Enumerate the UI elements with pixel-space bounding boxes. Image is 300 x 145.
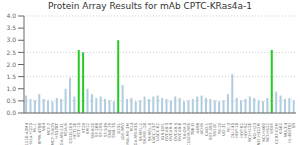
svg-text:HL-60(TB): HL-60(TB) bbox=[286, 123, 292, 143]
svg-text:NCI-H460: NCI-H460 bbox=[260, 123, 266, 143]
svg-text:4.0: 4.0 bbox=[8, 12, 16, 19]
svg-text:UACC-62: UACC-62 bbox=[155, 123, 161, 141]
svg-text:HT29: HT29 bbox=[80, 123, 86, 134]
svg-text:LOX-IMVI: LOX-IMVI bbox=[120, 123, 126, 141]
svg-text:CCRF-CEM: CCRF-CEM bbox=[273, 123, 279, 144]
svg-text:COLO-205: COLO-205 bbox=[67, 123, 73, 144]
svg-text:NCI-H23: NCI-H23 bbox=[251, 123, 257, 140]
svg-text:SK-MEL-5: SK-MEL-5 bbox=[146, 123, 152, 142]
svg-text:K-562: K-562 bbox=[278, 123, 284, 135]
svg-text:SF-268: SF-268 bbox=[93, 123, 99, 137]
svg-text:2.5: 2.5 bbox=[8, 49, 16, 56]
svg-text:IGR-OV1: IGR-OV1 bbox=[159, 123, 165, 140]
svg-text:U251: U251 bbox=[115, 123, 121, 134]
svg-text:SF-539: SF-539 bbox=[102, 123, 108, 137]
svg-text:CAKI-1: CAKI-1 bbox=[203, 123, 209, 137]
svg-text:MALME-3M: MALME-3M bbox=[124, 123, 130, 145]
svg-text:OVCAR-4: OVCAR-4 bbox=[168, 123, 174, 141]
svg-text:HS578T: HS578T bbox=[54, 123, 60, 139]
svg-text:3.5: 3.5 bbox=[8, 24, 16, 31]
svg-text:3.0: 3.0 bbox=[8, 36, 16, 43]
svg-text:NCI-H226: NCI-H226 bbox=[247, 123, 253, 143]
svg-text:KM12: KM12 bbox=[85, 123, 91, 135]
svg-text:1.0: 1.0 bbox=[8, 85, 16, 92]
svg-text:OVCAR-5: OVCAR-5 bbox=[172, 123, 178, 141]
svg-text:SK-MEL-2: SK-MEL-2 bbox=[137, 123, 143, 142]
svg-text:MOLT-4: MOLT-4 bbox=[282, 123, 288, 138]
svg-text:SN12C: SN12C bbox=[212, 123, 218, 137]
svg-text:ML-1: ML-1 bbox=[32, 123, 38, 133]
svg-text:786-O: 786-O bbox=[190, 123, 196, 136]
svg-text:EKVX: EKVX bbox=[269, 123, 275, 134]
svg-text:SK-OV-3: SK-OV-3 bbox=[181, 123, 187, 139]
html-text:Protein Array Results for mAb: Protein Array Results for mAb CPTC-KRas4… bbox=[47, 1, 253, 11]
svg-text:SW-620: SW-620 bbox=[89, 123, 95, 139]
svg-text:OVCAR-3: OVCAR-3 bbox=[164, 123, 170, 141]
svg-text:SF-295: SF-295 bbox=[98, 123, 104, 137]
svg-text:NB4: NB4 bbox=[41, 123, 47, 132]
svg-text:TK-10: TK-10 bbox=[216, 123, 222, 135]
svg-text:1.5: 1.5 bbox=[8, 73, 16, 80]
svg-text:ACHN: ACHN bbox=[199, 123, 205, 135]
svg-text:0.0: 0.0 bbox=[8, 109, 16, 116]
svg-text:HCT116: HCT116 bbox=[72, 123, 77, 139]
svg-text:RPMI-4788: RPMI-4788 bbox=[36, 123, 42, 145]
svg-text:SR: SR bbox=[291, 123, 292, 129]
svg-text:SNB-19: SNB-19 bbox=[107, 123, 112, 138]
svg-text:NCI-H522: NCI-H522 bbox=[265, 123, 270, 143]
svg-text:RXF-393: RXF-393 bbox=[208, 123, 213, 140]
svg-text:MDA-N: MDA-N bbox=[63, 123, 69, 137]
svg-text:HOP-18: HOP-18 bbox=[234, 123, 240, 138]
svg-text:SK-MEL-28: SK-MEL-28 bbox=[142, 123, 148, 144]
svg-text:UO-31: UO-31 bbox=[221, 123, 227, 136]
svg-text:A498: A498 bbox=[194, 123, 200, 134]
svg-text:HOP-92: HOP-92 bbox=[243, 123, 248, 138]
svg-text:OVCAR-8: OVCAR-8 bbox=[177, 123, 183, 141]
svg-text:HCT-15: HCT-15 bbox=[76, 123, 82, 138]
svg-text:M14: M14 bbox=[129, 123, 134, 132]
svg-text:DU-145: DU-145 bbox=[229, 123, 235, 139]
svg-text:SNB-75: SNB-75 bbox=[111, 123, 117, 138]
svg-text:HOP-62: HOP-62 bbox=[238, 123, 244, 138]
svg-text:2.0: 2.0 bbox=[8, 61, 16, 68]
svg-text:PC-3: PC-3 bbox=[225, 123, 231, 133]
svg-text:UACC-257: UACC-257 bbox=[150, 123, 156, 144]
svg-text:0.5: 0.5 bbox=[8, 97, 16, 104]
